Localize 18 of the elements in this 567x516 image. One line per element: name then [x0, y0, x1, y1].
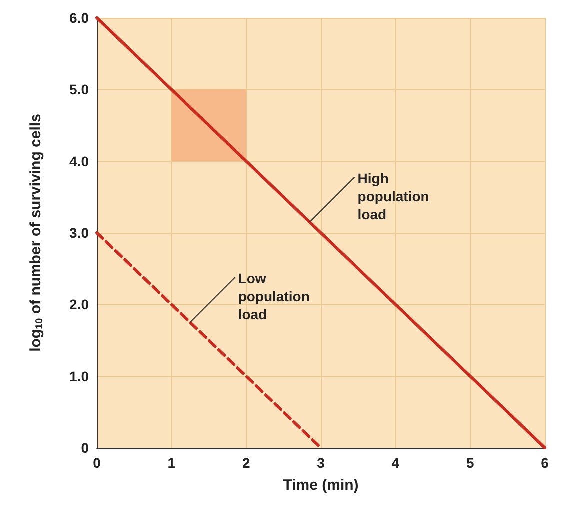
y-tick-label: 3.0: [70, 225, 90, 241]
x-tick-label: 6: [541, 455, 550, 471]
y-tick-label: 0: [81, 440, 90, 456]
y-tick-label: 5.0: [70, 82, 90, 98]
y-tick-label: 6.0: [70, 10, 90, 26]
x-axis-title: Time (min): [283, 477, 359, 494]
y-axis-title: log10 of number of surviving cells: [28, 114, 46, 352]
x-tick-label: 4: [392, 455, 400, 471]
y-tick-label: 1.0: [70, 368, 90, 384]
annotation: High population load: [358, 170, 434, 222]
annotation: Low population load: [238, 270, 314, 323]
x-tick-label: 0: [93, 455, 102, 471]
x-tick-label: 5: [466, 455, 474, 471]
x-tick-label: 2: [242, 455, 250, 471]
x-tick-label: 1: [168, 455, 176, 471]
y-tick-label: 2.0: [70, 296, 90, 313]
x-tick-label: 3: [317, 455, 326, 471]
y-tick-label: 4.0: [70, 153, 90, 170]
